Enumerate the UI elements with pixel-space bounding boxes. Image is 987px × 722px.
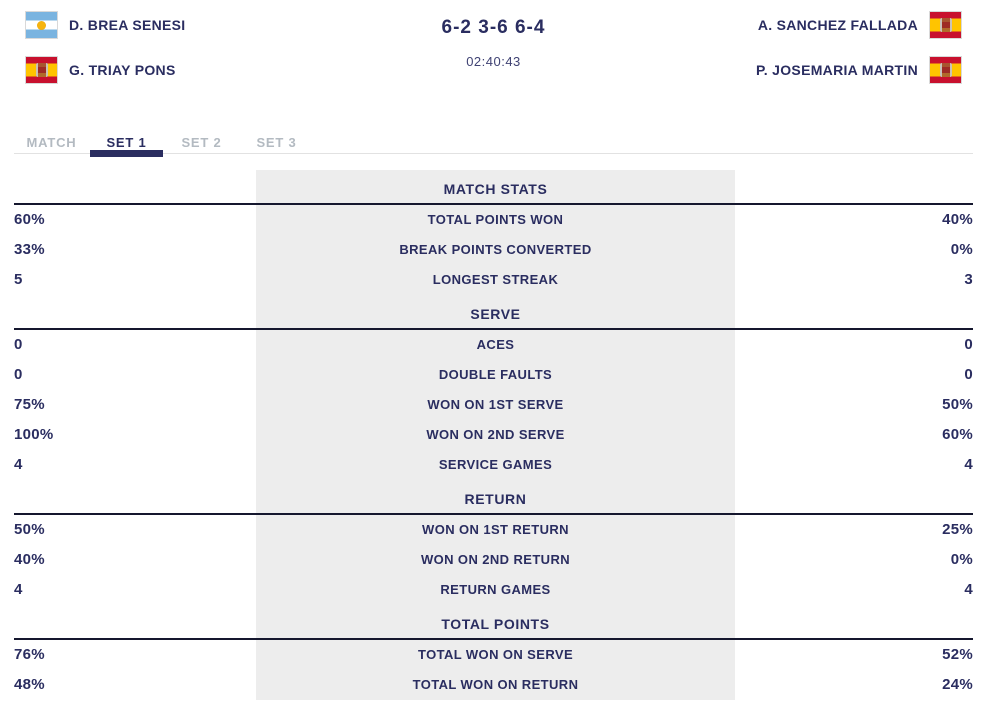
stat-value-left: 100%: [14, 426, 54, 443]
section-spacer-left: [14, 605, 256, 638]
tab-set-2[interactable]: SET 2: [181, 135, 222, 150]
stat-label: LONGEST STREAK: [256, 265, 735, 295]
stat-row: 50% WON ON 1ST RETURN 25%: [14, 515, 973, 545]
stat-label: TOTAL POINTS WON: [256, 205, 735, 235]
match-duration: 02:40:43: [466, 54, 521, 69]
stat-row: 75% WON ON 1ST SERVE 50%: [14, 390, 973, 420]
stat-value-left: 76%: [14, 646, 45, 663]
stat-label: WON ON 1ST SERVE: [256, 390, 735, 420]
tab-match[interactable]: MATCH: [26, 135, 77, 150]
stat-row: 4 RETURN GAMES 4: [14, 575, 973, 605]
tab-set-1[interactable]: SET 1: [89, 132, 164, 157]
stat-row: 40% WON ON 2ND RETURN 0%: [14, 545, 973, 575]
stat-value-right: 24%: [942, 676, 973, 693]
section-header-row: TOTAL POINTS: [14, 605, 973, 640]
stat-value-right: 52%: [942, 646, 973, 663]
player-name: D. BREA SENESI: [69, 17, 186, 33]
stat-value-right: 0%: [950, 241, 973, 258]
stat-row: 60% TOTAL POINTS WON 40%: [14, 205, 973, 235]
player-name: A. SANCHEZ FALLADA: [757, 17, 918, 33]
player-name: G. TRIAY PONS: [69, 62, 176, 78]
spain-flag-icon: [929, 56, 962, 84]
match-score-block: 6-2 3-6 6-4 02:40:43: [404, 11, 584, 69]
player-name: P. JOSEMARIA MARTIN: [755, 62, 918, 78]
stat-value-right: 3: [964, 271, 973, 288]
stat-value-right: 0: [964, 336, 973, 353]
stat-value-right: 0: [964, 366, 973, 383]
tab-set-3[interactable]: SET 3: [256, 135, 297, 150]
spain-flag-icon: [929, 11, 962, 39]
scoreboard-header: D. BREA SENESI G. TRIAY PONS 6-2 3-6 6-4 …: [0, 0, 987, 101]
stat-label: BREAK POINTS CONVERTED: [256, 235, 735, 265]
section-header-row: MATCH STATS: [14, 170, 973, 205]
team-right: A. SANCHEZ FALLADA P. JOSEMARIA MARTIN: [584, 11, 962, 101]
spain-flag-icon: [25, 56, 58, 84]
player-row: A. SANCHEZ FALLADA: [758, 11, 962, 39]
stat-value-right: 0%: [950, 551, 973, 568]
stat-value-left: 60%: [14, 211, 45, 228]
section-header-row: RETURN: [14, 480, 973, 515]
stat-label: WON ON 2ND SERVE: [256, 420, 735, 450]
section-spacer-left: [14, 170, 256, 203]
stat-label: TOTAL WON ON SERVE: [256, 640, 735, 670]
stat-value-left: 0: [14, 336, 23, 353]
stats-table: MATCH STATS 60% TOTAL POINTS WON 40% 33% BREA…: [14, 170, 973, 700]
section-spacer-right: [735, 480, 973, 513]
stat-value-left: 4: [14, 456, 23, 473]
section-header-row: SERVE: [14, 295, 973, 330]
section-title: MATCH STATS: [256, 170, 735, 203]
stat-row: 5 LONGEST STREAK 3: [14, 265, 973, 295]
stat-value-right: 40%: [942, 211, 973, 228]
stat-label: DOUBLE FAULTS: [256, 360, 735, 390]
stat-value-left: 40%: [14, 551, 45, 568]
stat-value-left: 0: [14, 366, 23, 383]
section-spacer-right: [735, 295, 973, 328]
stat-value-left: 4: [14, 581, 23, 598]
player-row: G. TRIAY PONS: [25, 56, 404, 84]
stat-label: ACES: [256, 330, 735, 360]
stat-value-left: 75%: [14, 396, 45, 413]
team-left: D. BREA SENESI G. TRIAY PONS: [25, 11, 404, 101]
stat-row: 48% TOTAL WON ON RETURN 24%: [14, 670, 973, 700]
stat-value-right: 4: [964, 581, 973, 598]
section-title: RETURN: [256, 480, 735, 513]
section-spacer-right: [735, 170, 973, 203]
stat-value-right: 25%: [942, 521, 973, 538]
stat-label: SERVICE GAMES: [256, 450, 735, 480]
stat-value-right: 50%: [942, 396, 973, 413]
stat-value-left: 50%: [14, 521, 45, 538]
stat-row: 100% WON ON 2ND SERVE 60%: [14, 420, 973, 450]
stat-value-left: 33%: [14, 241, 45, 258]
section-spacer-right: [735, 605, 973, 638]
stat-label: RETURN GAMES: [256, 575, 735, 605]
stat-label: TOTAL WON ON RETURN: [256, 670, 735, 700]
section-spacer-left: [14, 295, 256, 328]
stat-value-right: 4: [964, 456, 973, 473]
player-row: P. JOSEMARIA MARTIN: [756, 56, 962, 84]
stat-row: 33% BREAK POINTS CONVERTED 0%: [14, 235, 973, 265]
stat-row: 4 SERVICE GAMES 4: [14, 450, 973, 480]
section-title: SERVE: [256, 295, 735, 328]
stat-value-right: 60%: [942, 426, 973, 443]
match-score: 6-2 3-6 6-4: [441, 17, 546, 38]
stat-row: 76% TOTAL WON ON SERVE 52%: [14, 640, 973, 670]
section-spacer-left: [14, 480, 256, 513]
stat-label: WON ON 2ND RETURN: [256, 545, 735, 575]
player-row: D. BREA SENESI: [25, 11, 404, 39]
stat-row: 0 DOUBLE FAULTS 0: [14, 360, 973, 390]
stat-row: 0 ACES 0: [14, 330, 973, 360]
stat-value-left: 5: [14, 271, 23, 288]
stats-tabs: MATCH SET 1 SET 2 SET 3: [14, 132, 973, 157]
stat-label: WON ON 1ST RETURN: [256, 515, 735, 545]
stat-value-left: 48%: [14, 676, 45, 693]
argentina-flag-icon: [25, 11, 58, 39]
section-title: TOTAL POINTS: [256, 605, 735, 638]
